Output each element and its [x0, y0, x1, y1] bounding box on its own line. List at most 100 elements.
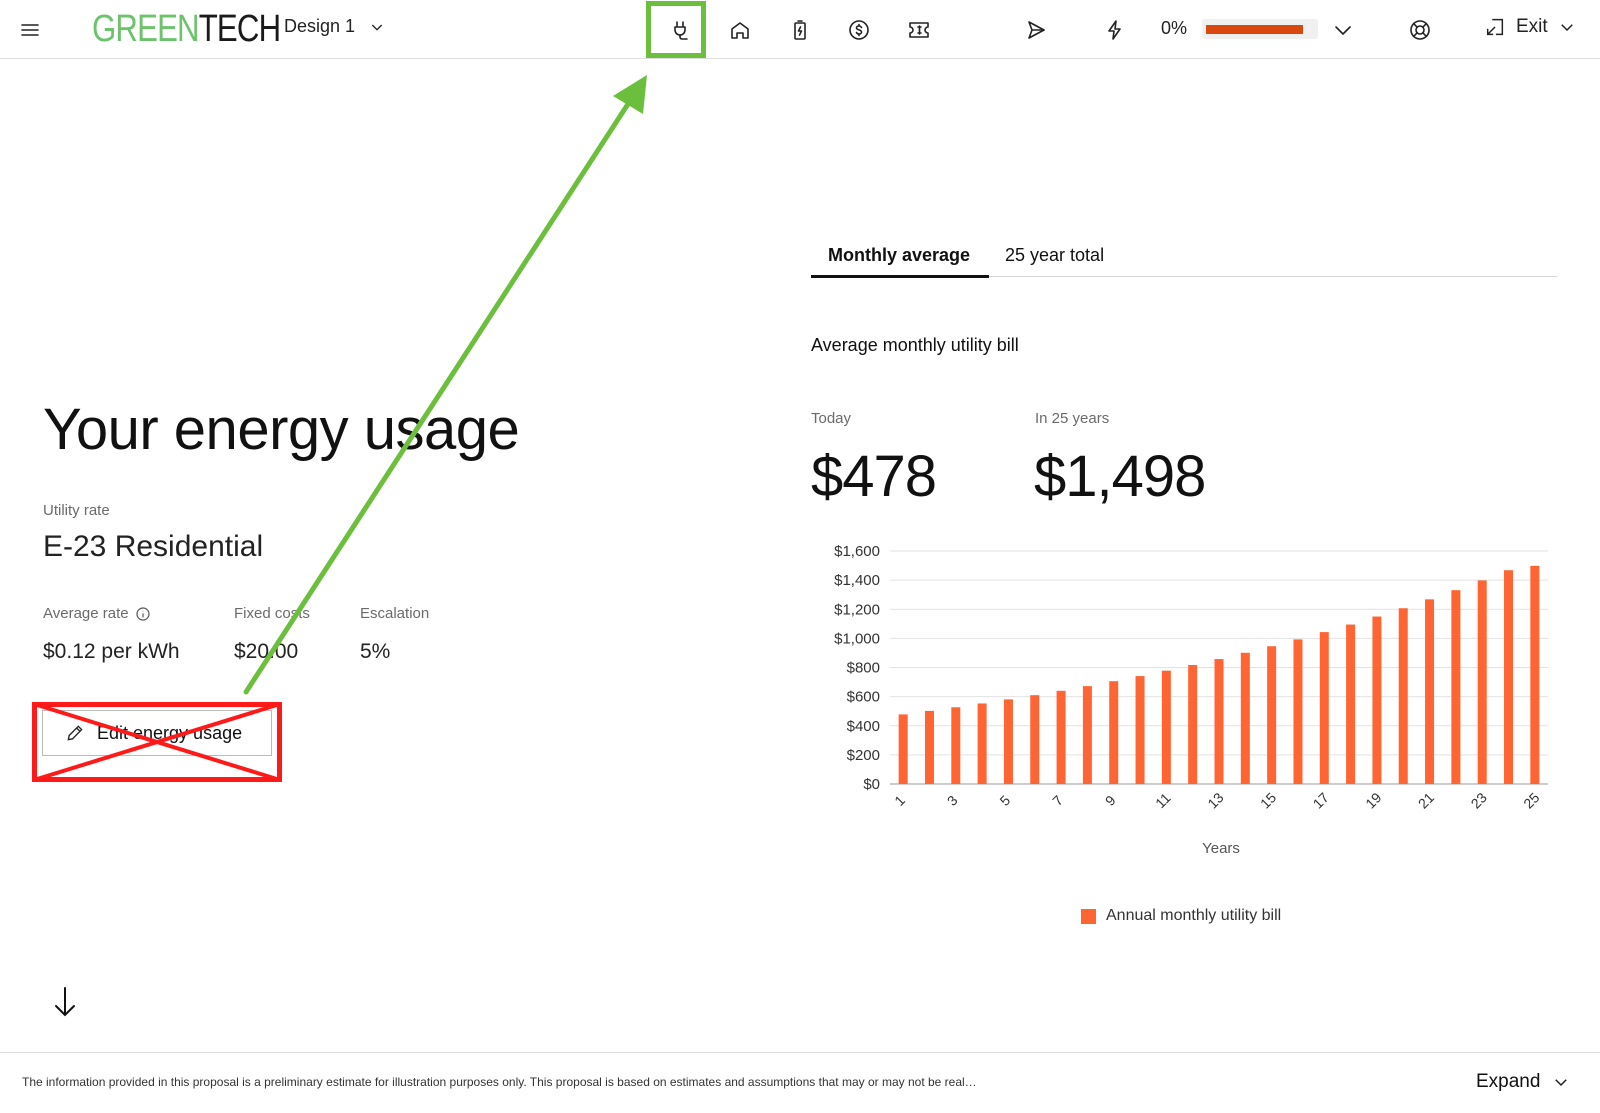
y-tick-label: $1,200 — [834, 601, 880, 618]
chart-bar — [1398, 608, 1408, 784]
escalation-value: 5% — [360, 640, 391, 663]
info-icon[interactable] — [135, 606, 151, 622]
chevron-down-icon — [371, 24, 383, 31]
chart-bar — [1135, 676, 1145, 784]
chart-bar — [1372, 616, 1382, 784]
annotation-green-arrowhead — [613, 75, 647, 114]
y-tick-label: $200 — [847, 747, 880, 764]
exit-button[interactable]: Exit — [1484, 16, 1576, 38]
x-tick-label: 11 — [1152, 790, 1174, 812]
hamburger-menu-icon[interactable] — [14, 14, 46, 46]
legend-label: Annual monthly utility bill — [1106, 907, 1282, 924]
progress-percent: 0% — [1161, 18, 1188, 38]
future-value: $1,498 — [1034, 444, 1206, 509]
legend-swatch — [1081, 908, 1096, 924]
lifebuoy-icon[interactable] — [1404, 14, 1436, 46]
x-tick-label: 9 — [1102, 792, 1119, 809]
savings-ticket-icon[interactable] — [903, 14, 935, 46]
utility-rate-label: Utility rate — [43, 502, 110, 519]
utility-bill-chart: $0 $200 $400 $600 $800 $1,000 $1,200 $1,400 $1,6… — [834, 543, 1548, 857]
home-icon[interactable] — [724, 14, 756, 46]
progress-fill — [1206, 25, 1304, 34]
x-tick-label: 17 — [1310, 789, 1332, 811]
chart-bar — [951, 707, 961, 784]
average-rate-label-text: Average rate — [43, 605, 129, 622]
tab-25-year-total[interactable]: 25 year total — [1005, 245, 1105, 265]
average-rate-value: $0.12 per kWh — [43, 640, 180, 663]
arrow-down-icon[interactable] — [50, 985, 80, 1019]
chart-bar — [1451, 590, 1461, 784]
annotation-cross-box — [32, 702, 282, 782]
chart-bar — [1082, 686, 1092, 784]
progress-bar — [1202, 19, 1318, 39]
tab-monthly-average[interactable]: Monthly average — [828, 245, 971, 265]
expand-label: Expand — [1476, 1071, 1541, 1092]
chart-bar — [1346, 624, 1356, 784]
progress-chevron-down-icon[interactable] — [1327, 14, 1359, 46]
exit-icon — [1486, 18, 1504, 36]
design-selector[interactable]: Design 1 — [284, 16, 385, 37]
bill-heading: Average monthly utility bill — [811, 335, 1019, 355]
x-tick-label: 7 — [1049, 792, 1066, 809]
chart-bar — [1188, 665, 1198, 784]
chart-bar — [924, 710, 934, 784]
disclaimer-text: The information provided in this proposa… — [22, 1075, 977, 1089]
x-tick-label: 3 — [944, 792, 961, 809]
x-tick-label: 19 — [1362, 789, 1384, 811]
x-tick-label: 23 — [1468, 789, 1490, 811]
dollar-circle-icon[interactable] — [843, 14, 875, 46]
y-tick-label: $1,000 — [834, 630, 880, 647]
chart-bar — [1161, 670, 1171, 784]
footer-bar: The information provided in this proposa… — [0, 1052, 1600, 1113]
x-tick-label: 5 — [996, 792, 1013, 809]
chart-bar — [1003, 699, 1013, 784]
x-tick-label: 21 — [1415, 789, 1437, 811]
chart-bar — [1504, 570, 1514, 784]
chart-bar — [1267, 646, 1277, 784]
plug-icon[interactable] — [665, 14, 697, 46]
exit-label: Exit — [1516, 16, 1548, 37]
x-axis-label: Years — [1202, 840, 1240, 857]
chart-bar — [1530, 565, 1540, 784]
tabs-divider — [811, 276, 1557, 277]
logo-dark-text: TECH — [198, 8, 281, 50]
expand-button[interactable]: Expand — [1476, 1071, 1570, 1093]
chart-bar — [977, 703, 987, 784]
y-tick-label: $1,400 — [834, 572, 880, 589]
x-tick-label: 13 — [1204, 789, 1226, 811]
utility-rate-value: E-23 Residential — [43, 530, 264, 563]
chart-bar — [1030, 695, 1040, 784]
design-select-label: Design 1 — [284, 16, 356, 36]
y-tick-label: $1,600 — [834, 543, 880, 560]
chart-bar — [1109, 681, 1119, 784]
fixed-costs-value: $20.00 — [234, 640, 299, 663]
x-tick-label: 25 — [1520, 789, 1542, 811]
chart-bar — [898, 714, 908, 784]
chart-bar — [1319, 632, 1329, 784]
greentech-logo[interactable]: GREENTECH — [92, 8, 281, 51]
send-icon[interactable] — [1020, 14, 1052, 46]
lightning-icon[interactable] — [1099, 14, 1131, 46]
y-tick-label: $800 — [847, 660, 880, 677]
active-tab-indicator — [811, 275, 989, 278]
chart-bar — [1477, 580, 1487, 784]
logo-green-text: GREEN — [92, 8, 200, 50]
future-label: In 25 years — [1035, 410, 1110, 427]
chart-bar — [1240, 652, 1250, 784]
average-rate-label: Average rate — [43, 605, 151, 622]
chart-legend: Annual monthly utility bill — [1081, 907, 1281, 925]
chevron-down-icon — [1555, 1079, 1568, 1087]
annotation-highlight-box — [646, 1, 706, 58]
y-tick-label: $0 — [863, 776, 880, 793]
y-tick-label: $600 — [847, 689, 880, 706]
y-tick-label: $400 — [847, 718, 880, 735]
top-navigation-bar: GREENTECH Design 1 0% Exit — [0, 0, 1600, 59]
today-label: Today — [811, 410, 852, 427]
escalation-label: Escalation — [360, 605, 430, 622]
chart-bar — [1056, 690, 1066, 784]
x-tick-label: 1 — [891, 792, 908, 809]
fixed-costs-label: Fixed costs — [234, 605, 310, 622]
page-title: Your energy usage — [43, 397, 520, 462]
battery-icon[interactable] — [784, 14, 816, 46]
chevron-down-icon — [1560, 24, 1573, 32]
